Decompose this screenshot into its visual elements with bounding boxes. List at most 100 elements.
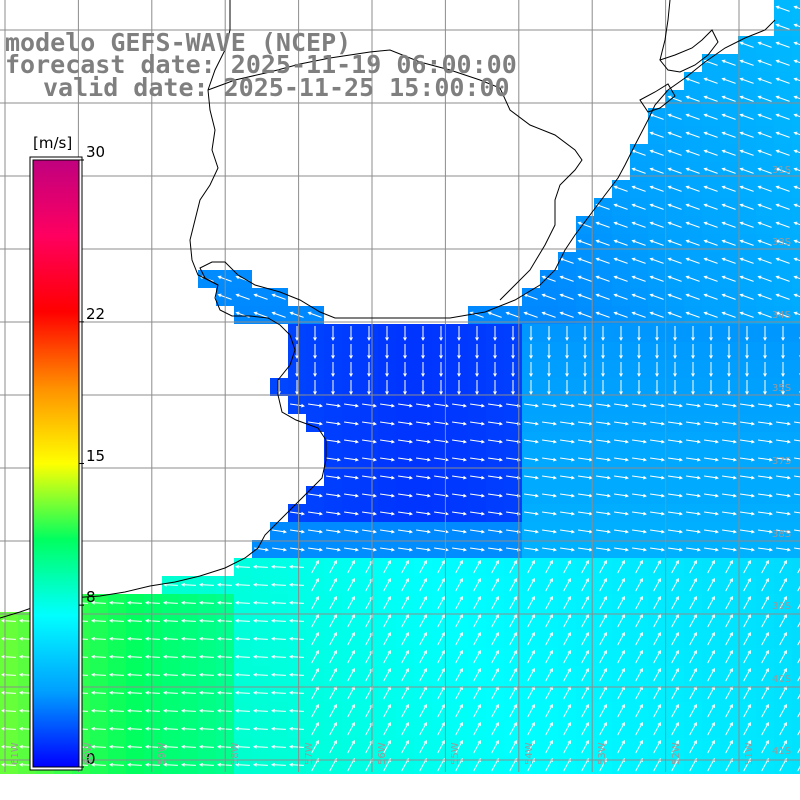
wind-arrow [473,559,481,574]
wind-arrow [727,380,731,396]
wind-arrow [673,344,677,360]
wind-arrow [757,77,772,84]
wind-arrow [779,559,787,574]
wind-arrow [671,721,679,736]
title-valid-date: valid date: 2025-11-25 15:00:00 [43,73,510,102]
wind-arrow [563,649,571,664]
wind-arrow [180,672,197,677]
longitude-label: 51W [744,742,755,765]
wind-arrow [198,582,215,587]
wind-arrow [108,654,125,659]
wind-arrow [511,344,515,360]
wind-arrow [599,577,607,592]
wind-arrow [709,344,713,360]
wind-arrow [270,582,287,587]
wind-arrow [511,380,515,396]
wind-arrow [632,511,647,516]
wind-arrow [473,631,481,646]
wind-arrow [685,293,700,300]
wind-arrow [703,149,718,156]
wind-arrow [650,421,665,426]
wind-arrow [419,577,427,592]
wind-arrow [254,547,269,552]
wind-arrow [685,95,700,102]
wind-arrow [473,613,481,628]
wind-arrow [581,703,589,718]
wind-arrow [326,457,341,462]
wind-arrow [686,475,701,480]
wind-arrow [367,362,371,378]
wind-arrow [295,344,299,360]
wind-arrow [383,739,391,754]
wind-arrow [617,667,625,682]
wind-arrow [457,326,461,342]
wind-arrow [470,511,485,516]
wind-arrow [707,649,715,664]
wind-cell [792,324,800,342]
wind-arrow [725,595,733,610]
wind-arrow [595,239,610,246]
wind-arrow [398,493,413,498]
wind-arrow [545,739,553,754]
wind-arrow [455,721,463,736]
wind-arrow [745,362,749,378]
wind-arrow [722,457,737,462]
wind-arrow [721,185,736,192]
wind-arrow [326,511,341,516]
wind-arrow [617,613,625,628]
wind-arrow [311,649,319,664]
wind-arrow [686,439,701,444]
wind-arrow [707,721,715,736]
latitude-label: 38S [772,529,792,540]
wind-arrow [671,559,679,574]
border-right-north [659,0,671,61]
wind-arrow [649,275,664,282]
wind-arrow [545,595,553,610]
wind-arrow [455,739,463,754]
wind-arrow [421,362,425,378]
wind-arrow [380,547,395,552]
wind-arrow [617,559,625,574]
wind-arrow [401,649,409,664]
wind-arrow [743,613,751,628]
wind-arrow [668,421,683,426]
wind-arrow [126,726,143,731]
wind-arrow [180,636,197,641]
wind-arrow [758,403,773,408]
wind-arrow [725,613,733,628]
wind-arrow [253,311,268,318]
wind-arrow [781,344,785,360]
wind-arrow [599,739,607,754]
wind-arrow [452,493,467,498]
wind-arrow [488,439,503,444]
wind-arrow [650,529,665,534]
wind-arrow [419,721,427,736]
wind-arrow [599,667,607,682]
wind-arrow [491,721,499,736]
wind-arrow [596,421,611,426]
wind-arrow [704,457,719,462]
wind-arrow [401,631,409,646]
wind-arrow [385,380,389,396]
wind-arrow [270,708,287,713]
wind-arrow [329,631,337,646]
wind-arrow [671,739,679,754]
wind-arrow [511,362,515,378]
wind-arrow [162,708,179,713]
wind-arrow [419,703,427,718]
wind-arrow [721,311,736,318]
wind-arrow [509,595,517,610]
wind-arrow [560,475,575,480]
wind-arrow [329,667,337,682]
wind-arrow [475,380,479,396]
wind-arrow [635,721,643,736]
wind-arrow [743,721,751,736]
wind-arrow [650,475,665,480]
wind-arrow [725,703,733,718]
wind-arrow [144,618,161,623]
wind-arrow [739,239,754,246]
wind-arrow [775,203,790,210]
wind-arrow [614,421,629,426]
wind-arrow [632,439,647,444]
wind-arrow [686,493,701,498]
